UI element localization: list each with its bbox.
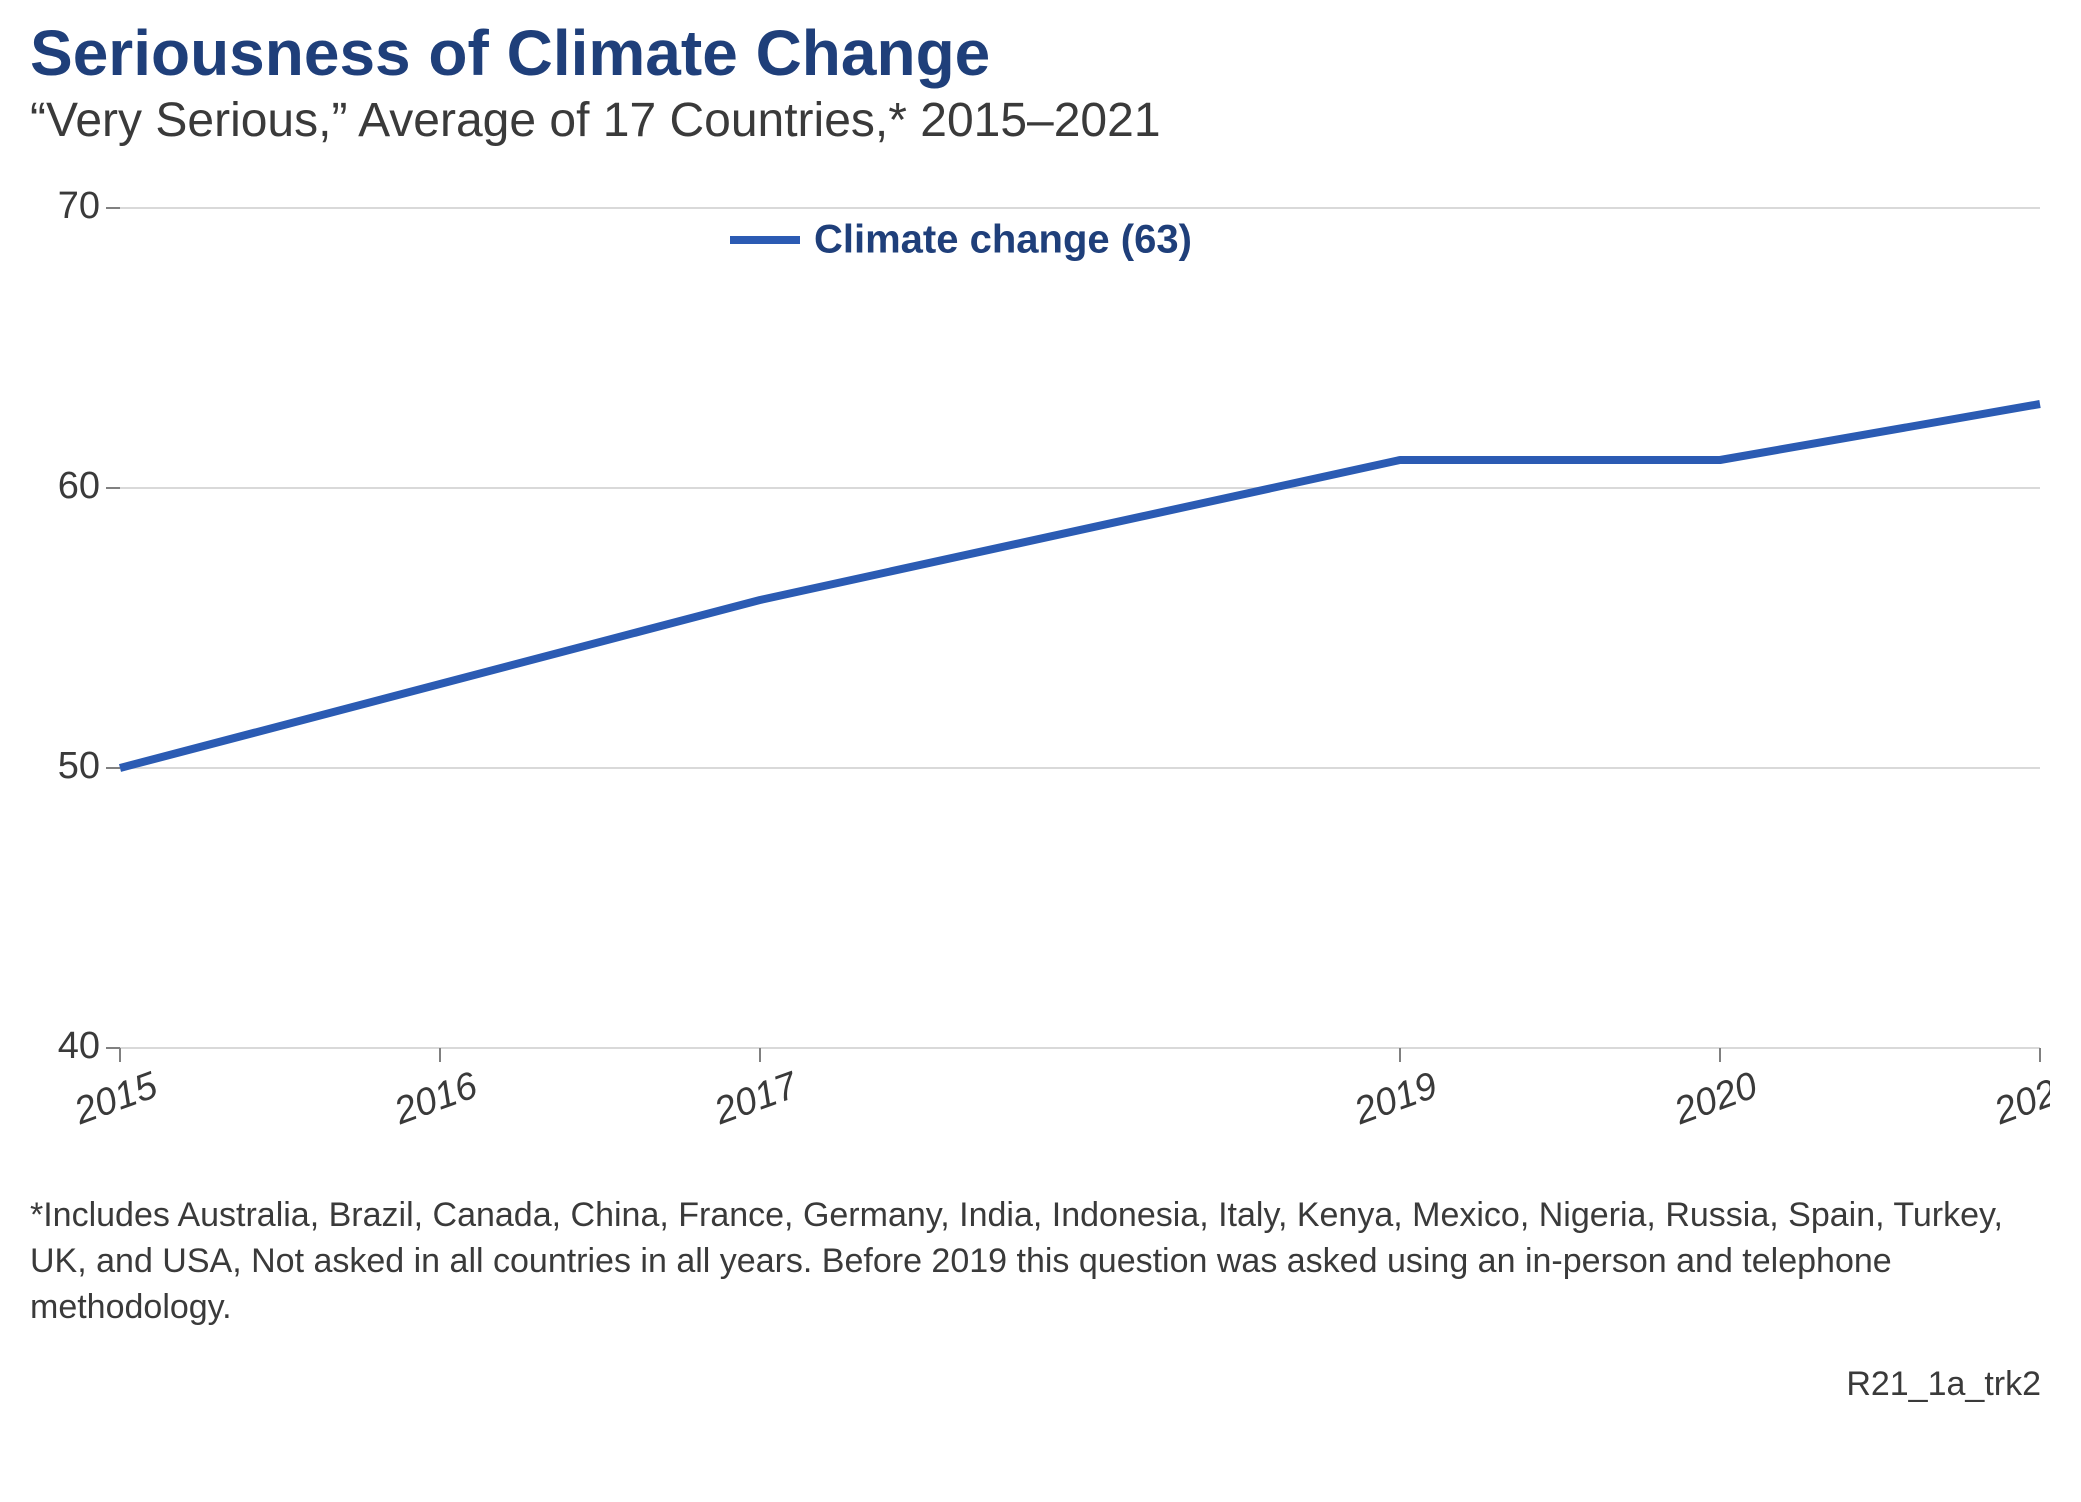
figure-reference: R21_1a_trk2	[30, 1365, 2051, 1404]
line-chart-svg: 40 50 60 70 2015 2016 2017 2019 2020 2021 Climate …	[30, 178, 2050, 1138]
y-tick-label: 70	[58, 185, 100, 227]
y-tick-label: 40	[58, 1025, 100, 1067]
legend-label: Climate change (63)	[814, 218, 1192, 262]
figure-container: Seriousness of Climate Change “Very Seri…	[0, 0, 2081, 1502]
y-tick-label: 50	[58, 745, 100, 787]
chart-subtitle: “Very Serious,” Average of 17 Countries,…	[30, 95, 2051, 148]
series-line	[120, 404, 2040, 768]
chart-legend: Climate change (63)	[730, 218, 1192, 262]
x-tick-label: 2016	[388, 1064, 484, 1133]
x-tick-label: 2015	[68, 1064, 164, 1133]
chart-area: 40 50 60 70 2015 2016 2017 2019 2020 2021 Climate …	[30, 178, 2051, 1138]
x-tick-label: 2019	[1348, 1065, 1443, 1134]
chart-footnote: *Includes Australia, Brazil, Canada, Chi…	[30, 1193, 2050, 1331]
x-tick-label: 2020	[1668, 1065, 1763, 1134]
chart-title: Seriousness of Climate Change	[30, 20, 2051, 87]
x-tick-label: 2017	[708, 1064, 804, 1133]
x-tick-label: 2021	[1988, 1065, 2050, 1134]
y-tick-label: 60	[58, 465, 100, 507]
